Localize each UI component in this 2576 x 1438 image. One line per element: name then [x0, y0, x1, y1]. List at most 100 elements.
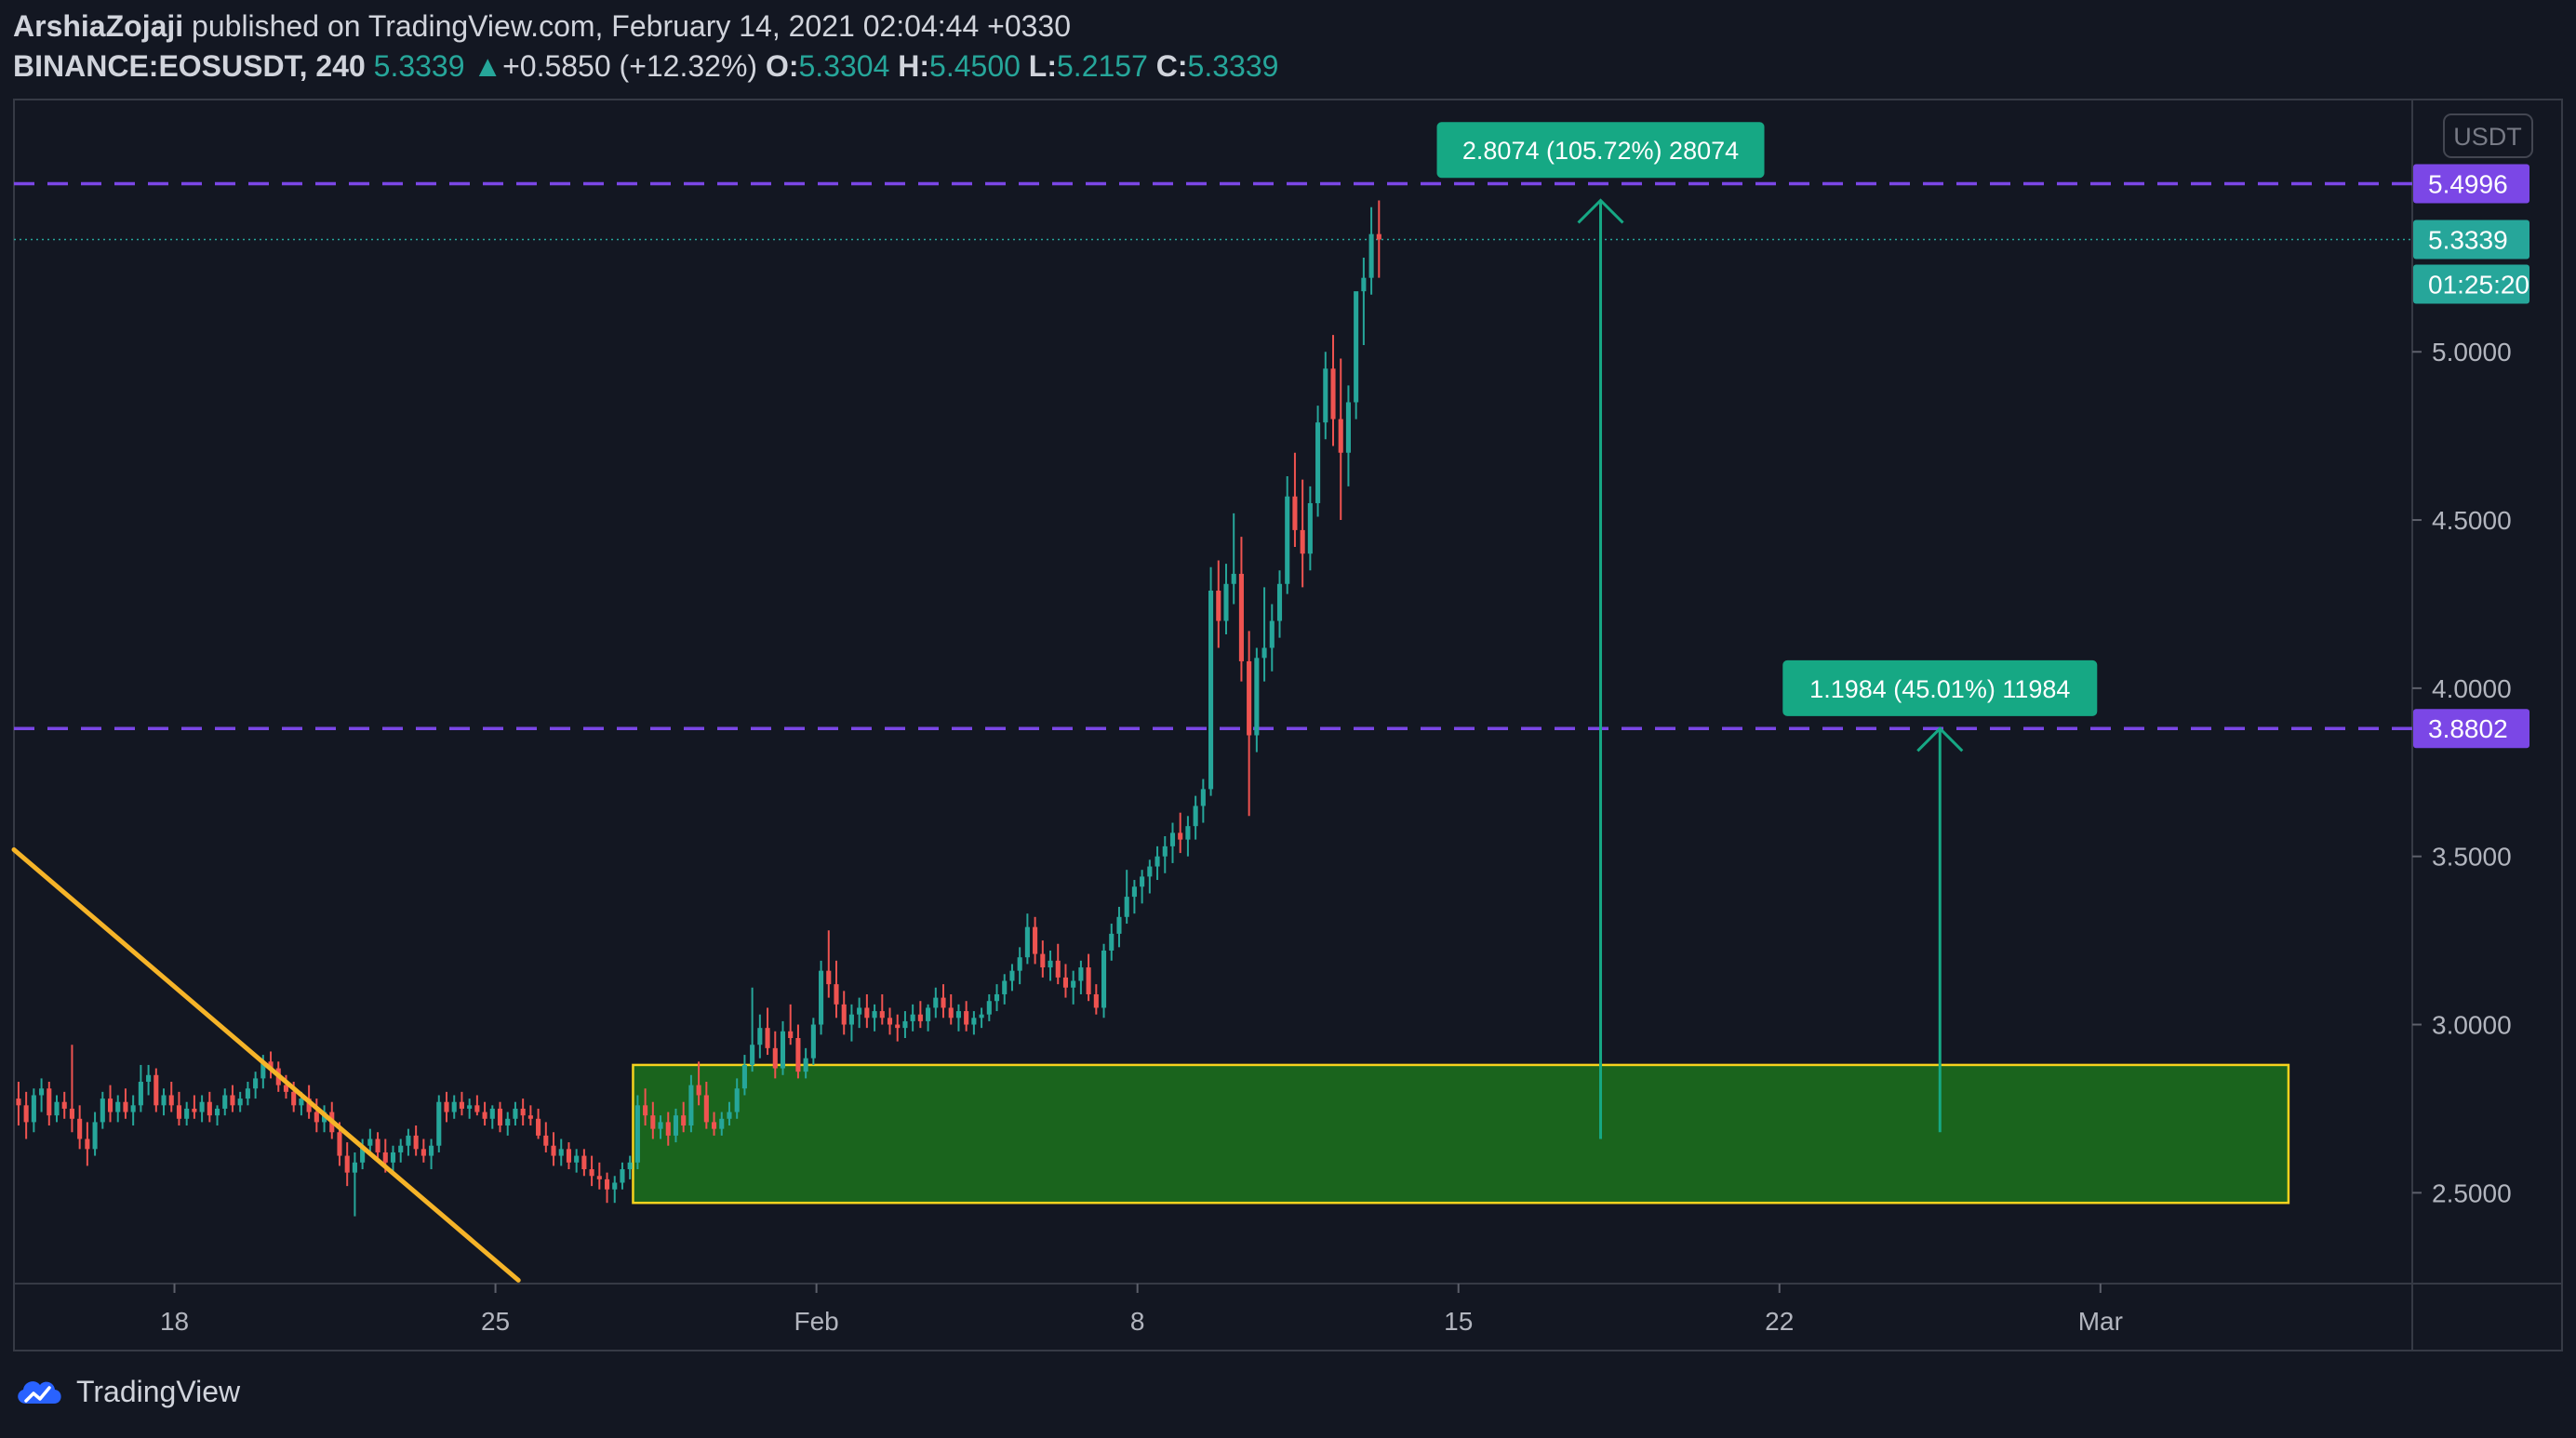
tradingview-logo[interactable]: TradingView: [13, 1375, 240, 1409]
candle-body[interactable]: [489, 1108, 495, 1119]
candle-body[interactable]: [765, 1028, 770, 1048]
candle-body[interactable]: [848, 1014, 854, 1025]
candle-body[interactable]: [451, 1101, 457, 1112]
candle-body[interactable]: [741, 1064, 747, 1089]
candle-body[interactable]: [1009, 970, 1015, 981]
candle-body[interactable]: [1078, 967, 1084, 981]
candle-body[interactable]: [69, 1108, 74, 1119]
candle-body[interactable]: [314, 1112, 319, 1123]
candle-body[interactable]: [474, 1105, 480, 1112]
candle-body[interactable]: [1376, 233, 1381, 240]
candle-body[interactable]: [429, 1145, 434, 1156]
candle-body[interactable]: [941, 997, 946, 1008]
candle-body[interactable]: [253, 1078, 259, 1089]
candle-body[interactable]: [658, 1122, 663, 1129]
candle-body[interactable]: [917, 1014, 923, 1021]
candle-body[interactable]: [100, 1098, 105, 1123]
candle-body[interactable]: [719, 1118, 725, 1129]
candle-body[interactable]: [260, 1061, 266, 1079]
candle-body[interactable]: [1276, 583, 1283, 621]
candle-body[interactable]: [92, 1122, 98, 1150]
candle-body[interactable]: [948, 1007, 954, 1019]
candle-body[interactable]: [1216, 591, 1221, 621]
candle-body[interactable]: [283, 1085, 289, 1092]
candle-body[interactable]: [581, 1155, 587, 1170]
candle-body[interactable]: [879, 1011, 885, 1019]
candle-body[interactable]: [536, 1118, 541, 1136]
candle-body[interactable]: [222, 1095, 228, 1109]
candle-body[interactable]: [1155, 856, 1160, 867]
candle-body[interactable]: [459, 1101, 464, 1109]
candle-body[interactable]: [398, 1145, 404, 1152]
candle-body[interactable]: [955, 1011, 961, 1019]
candle-body[interactable]: [497, 1108, 503, 1126]
candle-body[interactable]: [857, 1007, 862, 1015]
candle-body[interactable]: [1292, 496, 1298, 530]
candle-body[interactable]: [130, 1105, 136, 1112]
candle-body[interactable]: [1131, 886, 1137, 898]
candle-body[interactable]: [634, 1105, 640, 1163]
candle-body[interactable]: [926, 1007, 931, 1021]
candle-body[interactable]: [757, 1028, 763, 1045]
candle-body[interactable]: [819, 970, 824, 1025]
candle-body[interactable]: [482, 1112, 487, 1119]
candle-body[interactable]: [237, 1098, 243, 1106]
candle-body[interactable]: [1261, 647, 1267, 659]
candle-body[interactable]: [1285, 496, 1290, 584]
candle-body[interactable]: [1368, 233, 1374, 278]
candle-body[interactable]: [933, 997, 939, 1008]
candle-body[interactable]: [1048, 960, 1053, 968]
candle-body[interactable]: [712, 1122, 717, 1129]
candle-body[interactable]: [184, 1108, 190, 1119]
candle-body[interactable]: [413, 1135, 419, 1150]
candle-body[interactable]: [1307, 502, 1313, 554]
candle-body[interactable]: [406, 1135, 411, 1146]
author-name[interactable]: ArshiaZojaji: [13, 9, 184, 43]
candle-body[interactable]: [703, 1095, 709, 1123]
candle-body[interactable]: [352, 1162, 357, 1173]
candle-body[interactable]: [16, 1098, 21, 1106]
candle-body[interactable]: [47, 1088, 52, 1116]
candle-body[interactable]: [337, 1132, 342, 1156]
candle-body[interactable]: [39, 1088, 45, 1096]
candle-body[interactable]: [551, 1145, 556, 1156]
candle-body[interactable]: [681, 1115, 687, 1126]
candle-body[interactable]: [1116, 916, 1122, 934]
candle-body[interactable]: [665, 1122, 671, 1136]
candle-body[interactable]: [596, 1176, 602, 1179]
candle-body[interactable]: [688, 1085, 694, 1126]
descending-trendline[interactable]: [11, 846, 521, 1283]
candle-body[interactable]: [161, 1095, 167, 1106]
candle-body[interactable]: [192, 1108, 197, 1112]
candle-body[interactable]: [367, 1138, 373, 1146]
candle-body[interactable]: [971, 1018, 977, 1025]
candle-body[interactable]: [207, 1101, 212, 1116]
candle-body[interactable]: [77, 1118, 83, 1139]
candle-body[interactable]: [964, 1011, 969, 1025]
candle-body[interactable]: [620, 1169, 625, 1183]
candle-body[interactable]: [214, 1108, 220, 1116]
candle-body[interactable]: [1147, 866, 1153, 877]
candle-body[interactable]: [85, 1138, 90, 1150]
candle-body[interactable]: [420, 1149, 426, 1156]
candle-body[interactable]: [291, 1091, 297, 1106]
candle-body[interactable]: [1101, 950, 1107, 1008]
candle-body[interactable]: [1223, 583, 1229, 621]
candle-body[interactable]: [23, 1105, 29, 1123]
candle-body[interactable]: [168, 1095, 174, 1106]
candle-body[interactable]: [505, 1118, 511, 1126]
candle-body[interactable]: [1300, 529, 1305, 554]
candle-body[interactable]: [245, 1088, 250, 1099]
candle-body[interactable]: [1231, 573, 1236, 584]
candle-body[interactable]: [887, 1018, 893, 1025]
candle-body[interactable]: [803, 1058, 808, 1072]
candle-body[interactable]: [199, 1101, 205, 1112]
candle-body[interactable]: [1002, 980, 1008, 994]
candle-body[interactable]: [780, 1031, 786, 1069]
candle-body[interactable]: [1109, 933, 1114, 951]
candle-body[interactable]: [1185, 826, 1191, 840]
candle-body[interactable]: [1140, 876, 1145, 887]
candle-body[interactable]: [994, 993, 1000, 1002]
candle-body[interactable]: [138, 1082, 143, 1106]
